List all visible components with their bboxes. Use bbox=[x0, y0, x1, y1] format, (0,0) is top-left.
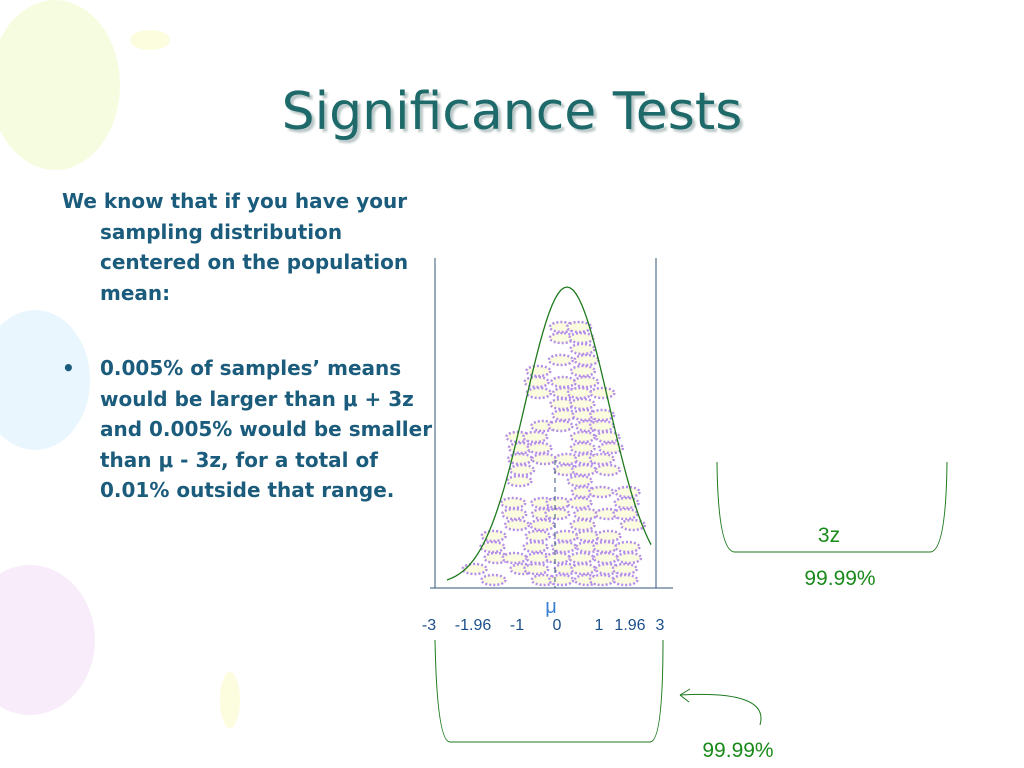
sample-dot bbox=[501, 551, 528, 565]
sample-dot bbox=[569, 397, 596, 411]
sample-dot bbox=[614, 540, 641, 554]
sample-dot bbox=[565, 320, 593, 334]
sample-dot bbox=[506, 452, 534, 466]
sample-dot bbox=[501, 507, 528, 521]
sample-dot bbox=[547, 353, 575, 367]
sample-dot bbox=[589, 386, 616, 400]
sample-dot bbox=[508, 463, 536, 477]
axis-label: 3 bbox=[656, 617, 665, 634]
axis-label: -3 bbox=[422, 617, 436, 634]
intro-text: We know that if you have your sampling d… bbox=[62, 189, 409, 305]
sample-dot bbox=[588, 573, 616, 587]
sample-dot bbox=[499, 496, 527, 510]
bullet-item: • 0.005% of samples’ means would be larg… bbox=[62, 353, 435, 506]
sample-dot bbox=[526, 441, 553, 455]
sample-dot bbox=[479, 540, 506, 554]
axis-label: -1.96 bbox=[455, 617, 492, 634]
sample-dot bbox=[573, 353, 600, 367]
sample-dot bbox=[525, 364, 552, 378]
sample-dot bbox=[550, 540, 578, 554]
sample-dot bbox=[569, 441, 596, 455]
sample-dot bbox=[566, 386, 594, 400]
sample-dot bbox=[619, 518, 647, 532]
sample-dot bbox=[613, 496, 640, 510]
sample-dot bbox=[592, 551, 619, 565]
mu-label: μ bbox=[545, 596, 557, 618]
sample-dot bbox=[544, 551, 572, 565]
arrow bbox=[679, 693, 762, 726]
sample-dot bbox=[588, 452, 616, 466]
axis-labels: -3 -1.96 -1 0 1 1.96 3 bbox=[422, 617, 665, 634]
sample-dot bbox=[569, 430, 597, 444]
sample-dot bbox=[569, 562, 597, 576]
sample-dot bbox=[595, 529, 622, 543]
sample-dot bbox=[569, 518, 596, 532]
bracket-label: 3z bbox=[818, 524, 840, 547]
sample-dot bbox=[587, 485, 615, 499]
sample-dot bbox=[614, 485, 641, 499]
sample-dot bbox=[572, 507, 600, 521]
sample-dot bbox=[529, 518, 556, 532]
sample-dot bbox=[569, 364, 597, 378]
bullet-text: 0.005% of samples’ means would be larger… bbox=[100, 356, 433, 502]
sample-dot bbox=[524, 529, 551, 543]
sample-dot bbox=[568, 331, 595, 345]
bullet-dot: • bbox=[62, 356, 75, 380]
sample-dot bbox=[543, 507, 571, 521]
coverage-label: 99.99% bbox=[804, 567, 875, 590]
slide-title: Significance Tests bbox=[281, 82, 743, 142]
sample-dot bbox=[522, 540, 549, 554]
sample-dot bbox=[503, 518, 531, 532]
sample-dot bbox=[611, 562, 638, 576]
axis-label: 1.96 bbox=[614, 617, 645, 634]
sample-dots bbox=[461, 320, 647, 587]
sample-dot bbox=[525, 386, 553, 400]
sample-dot bbox=[547, 419, 574, 433]
sample-dot bbox=[521, 430, 549, 444]
sample-dot bbox=[569, 342, 596, 356]
sample-dot bbox=[506, 474, 533, 488]
normal-curve bbox=[446, 286, 652, 581]
sample-dot bbox=[547, 573, 575, 587]
axis-label: 0 bbox=[553, 617, 562, 634]
sample-dot bbox=[612, 507, 639, 521]
background-balloons bbox=[0, 0, 240, 728]
sample-dot bbox=[522, 562, 550, 576]
sample-dot bbox=[530, 452, 558, 466]
sample-dot bbox=[552, 529, 579, 543]
arrow-head bbox=[679, 688, 691, 703]
sample-dot bbox=[594, 463, 622, 477]
sample-dot bbox=[568, 551, 595, 565]
bracket bbox=[716, 461, 948, 553]
sample-dot bbox=[549, 375, 577, 389]
sample-dot bbox=[480, 573, 507, 587]
sample-dot bbox=[594, 430, 621, 444]
sample-dot bbox=[592, 540, 619, 554]
sample-dot bbox=[545, 496, 572, 510]
sample-dot bbox=[597, 441, 625, 455]
sample-dot bbox=[566, 474, 593, 488]
bracket bbox=[434, 639, 664, 743]
sample-dot bbox=[570, 463, 598, 477]
axis-label: 1 bbox=[595, 617, 604, 634]
sample-dot bbox=[588, 419, 616, 433]
sample-dot bbox=[588, 408, 616, 422]
axis-label: -1 bbox=[510, 617, 524, 634]
sample-dot bbox=[566, 496, 593, 510]
sample-dot bbox=[612, 573, 639, 587]
sample-dot bbox=[523, 375, 550, 389]
sample-dot bbox=[572, 375, 600, 389]
arrow-label: 99.99% bbox=[702, 739, 773, 762]
sample-dot bbox=[615, 551, 643, 565]
